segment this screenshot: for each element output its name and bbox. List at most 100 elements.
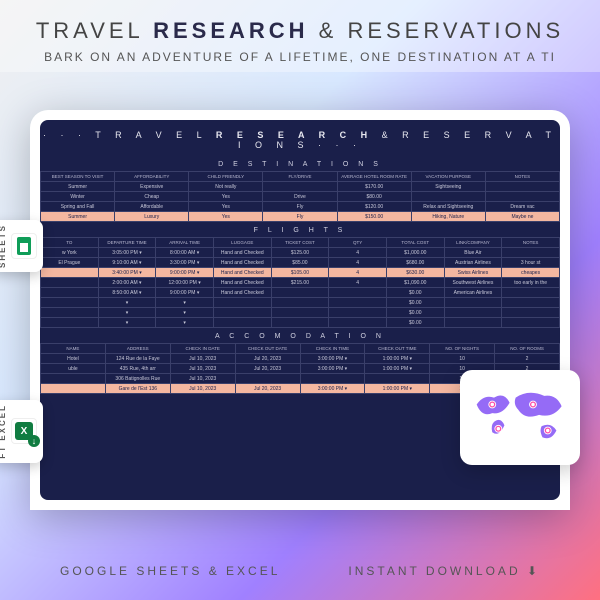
cell[interactable]	[41, 318, 99, 328]
cell[interactable]: $1,000.00	[386, 248, 444, 258]
cell[interactable]	[365, 374, 430, 384]
cell[interactable]: Dream vac	[485, 202, 559, 212]
cell[interactable]: Maybe ne	[485, 212, 559, 222]
table-row[interactable]: 2:00:00 AM ▾12:00:00 PM ▾Hand and Checke…	[41, 278, 560, 288]
cell[interactable]: $0.00	[386, 318, 444, 328]
cell[interactable]	[41, 268, 99, 278]
cell[interactable]: Relax and Sightseeing	[411, 202, 485, 212]
cell[interactable]: Jul 20, 2023	[235, 364, 300, 374]
cell[interactable]: 4	[329, 258, 387, 268]
column-header[interactable]: CHECK IN TIME	[300, 344, 365, 354]
cell[interactable]: Jul 10, 2023	[170, 384, 235, 394]
table-row[interactable]: WinterCheapYesDrive$80.00	[41, 192, 560, 202]
column-header[interactable]: NOTES	[485, 172, 559, 182]
cell[interactable]	[41, 374, 106, 384]
cell[interactable]: Summer	[41, 182, 115, 192]
cell[interactable]: Fly	[263, 212, 337, 222]
table-row[interactable]: ▾▾$0.00	[41, 308, 560, 318]
cell[interactable]	[444, 298, 502, 308]
cell[interactable]	[444, 308, 502, 318]
cell[interactable]: 1:00:00 PM ▾	[365, 354, 430, 364]
cell[interactable]	[329, 298, 387, 308]
cell[interactable]	[213, 298, 271, 308]
cell[interactable]	[271, 308, 329, 318]
table-row[interactable]: Spring and FallAffordableYesFly$120.00Re…	[41, 202, 560, 212]
cell[interactable]: Spring and Fall	[41, 202, 115, 212]
cell[interactable]: 3:00:00 PM ▾	[300, 354, 365, 364]
cell[interactable]: Hand and Checked	[213, 288, 271, 298]
cell[interactable]: 9:00:00 PM ▾	[156, 268, 214, 278]
cell[interactable]: ▾	[98, 318, 156, 328]
cell[interactable]	[411, 192, 485, 202]
cell[interactable]: $1,090.00	[386, 278, 444, 288]
cell[interactable]: w York	[41, 248, 99, 258]
cell[interactable]: Jul 20, 2023	[235, 354, 300, 364]
table-row[interactable]: 3:40:00 PM ▾9:00:00 PM ▾Hand and Checked…	[41, 268, 560, 278]
column-header[interactable]: NO. OF ROOMS	[495, 344, 560, 354]
column-header[interactable]: LUGGAGE	[213, 238, 271, 248]
cell[interactable]: 8:00:00 AM ▾	[156, 248, 214, 258]
cell[interactable]: cheapes	[502, 268, 560, 278]
cell[interactable]	[213, 308, 271, 318]
cell[interactable]	[41, 288, 99, 298]
cell[interactable]: American Airlines	[444, 288, 502, 298]
table-row[interactable]: ▾▾$0.00	[41, 298, 560, 308]
cell[interactable]: Swiss Airlines	[444, 268, 502, 278]
cell[interactable]: Yes	[189, 212, 263, 222]
cell[interactable]: Sightseeing	[411, 182, 485, 192]
cell[interactable]: Fly	[263, 202, 337, 212]
cell[interactable]: 3:00:00 PM ▾	[300, 384, 365, 394]
cell[interactable]: $125.00	[271, 248, 329, 258]
cell[interactable]: 3:30:00 PM ▾	[156, 258, 214, 268]
cell[interactable]: El Prague	[41, 258, 99, 268]
cell[interactable]: Hand and Checked	[213, 258, 271, 268]
cell[interactable]: 435 Rue, 4th arr	[105, 364, 170, 374]
cell[interactable]	[263, 182, 337, 192]
column-header[interactable]: DEPARTURE TIME	[98, 238, 156, 248]
column-header[interactable]: CHECK IN DATE	[170, 344, 235, 354]
column-header[interactable]: AFFORDABILITY	[115, 172, 189, 182]
cell[interactable]: $680.00	[386, 258, 444, 268]
cell[interactable]: 1:00:00 PM ▾	[365, 384, 430, 394]
cell[interactable]: Hiking, Nature	[411, 212, 485, 222]
cell[interactable]: Austrian Airlines	[444, 258, 502, 268]
cell[interactable]: Affordable	[115, 202, 189, 212]
cell[interactable]	[502, 318, 560, 328]
cell[interactable]: Expensive	[115, 182, 189, 192]
cell[interactable]: 9:00:00 PM ▾	[156, 288, 214, 298]
cell[interactable]: ▾	[156, 298, 214, 308]
cell[interactable]: ▾	[98, 298, 156, 308]
cell[interactable]: Summer	[41, 212, 115, 222]
column-header[interactable]: FLY/DRIVE	[263, 172, 337, 182]
cell[interactable]: 10	[430, 354, 495, 364]
cell[interactable]	[271, 298, 329, 308]
destinations-table[interactable]: BEST SEASON TO VISITAFFORDABILITYCHILD F…	[40, 171, 560, 222]
cell[interactable]: 8:50:00 AM ▾	[98, 288, 156, 298]
cell[interactable]: $630.00	[386, 268, 444, 278]
cell[interactable]	[213, 318, 271, 328]
table-row[interactable]: w York3:05:00 PM ▾8:00:00 AM ▾Hand and C…	[41, 248, 560, 258]
column-header[interactable]: NOTES	[502, 238, 560, 248]
table-row[interactable]: El Prague9:10:00 AM ▾3:30:00 PM ▾Hand an…	[41, 258, 560, 268]
cell[interactable]: 306 Batignolles Rue	[105, 374, 170, 384]
cell[interactable]: Drive	[263, 192, 337, 202]
cell[interactable]	[300, 374, 365, 384]
column-header[interactable]: QTY	[329, 238, 387, 248]
cell[interactable]	[271, 288, 329, 298]
column-header[interactable]: CHILD FRIENDLY	[189, 172, 263, 182]
cell[interactable]: 4	[329, 268, 387, 278]
cell[interactable]	[41, 278, 99, 288]
column-header[interactable]: TO	[41, 238, 99, 248]
column-header[interactable]: TICKET COST	[271, 238, 329, 248]
cell[interactable]	[41, 308, 99, 318]
cell[interactable]	[41, 384, 106, 394]
table-row[interactable]: SummerExpensiveNot really$170.00Sightsee…	[41, 182, 560, 192]
cell[interactable]: 1:00:00 PM ▾	[365, 364, 430, 374]
cell[interactable]	[444, 318, 502, 328]
cell[interactable]: Gare de l'Est 136	[105, 384, 170, 394]
cell[interactable]: Cheap	[115, 192, 189, 202]
cell[interactable]: $120.00	[337, 202, 411, 212]
cell[interactable]: Blue Air	[444, 248, 502, 258]
cell[interactable]: too early in the	[502, 278, 560, 288]
cell[interactable]: Not really	[189, 182, 263, 192]
